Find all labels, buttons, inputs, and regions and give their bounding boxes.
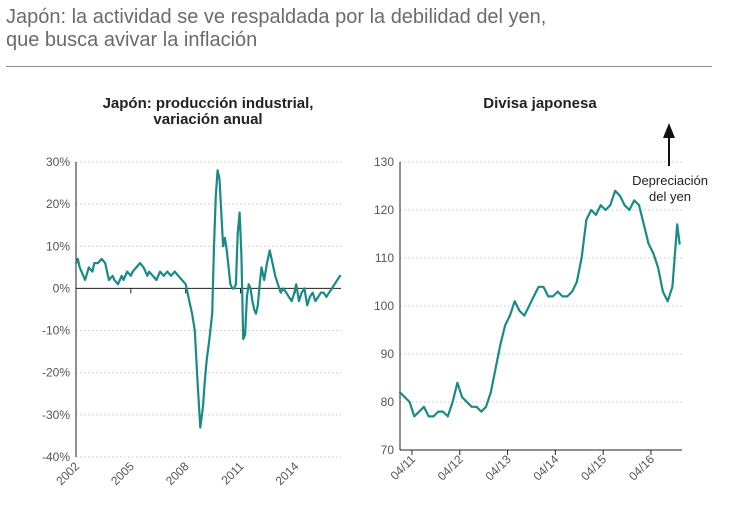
y-tick-label: 30% xyxy=(46,155,70,169)
y-tick-label: 20% xyxy=(46,197,70,211)
x-tick-label: 04/16 xyxy=(626,452,657,483)
x-tick-label: 04/13 xyxy=(483,452,514,483)
chart-1-title-line-1: Japón: producción industrial, xyxy=(103,95,314,112)
data-line-series-1 xyxy=(398,189,681,418)
y-tick-label: 80 xyxy=(381,395,395,409)
x-tick-label: 04/12 xyxy=(435,452,466,483)
figure-title-line-2: que busca avivar la inflación xyxy=(6,29,258,51)
chart-2-title-line-1: Divisa japonesa xyxy=(483,95,597,112)
depreciation-annotation-line-2: del yen xyxy=(649,189,691,204)
x-tick-label: 04/14 xyxy=(530,452,561,483)
depreciation-arrow-head xyxy=(663,123,675,138)
figure-title-line-1: Japón: la actividad se ve respaldada por… xyxy=(6,6,547,28)
y-tick-label: -10% xyxy=(42,324,70,338)
chart-1: Japón: producción industrial,variación a… xyxy=(42,95,342,488)
depreciation-annotation-line-1: Depreciación xyxy=(632,173,708,188)
y-tick-label: -30% xyxy=(42,408,70,422)
y-tick-label: 0% xyxy=(53,281,71,295)
x-tick-label: 2008 xyxy=(163,459,192,488)
y-tick-label: 10% xyxy=(46,239,70,253)
y-tick-label: -20% xyxy=(42,366,70,380)
chart-1-title-line-2: variación anual xyxy=(153,111,262,128)
x-tick-label: 2005 xyxy=(108,459,137,488)
y-tick-label: 120 xyxy=(374,203,394,217)
header-divider xyxy=(6,66,712,67)
x-tick-label: 2011 xyxy=(218,459,246,487)
figure-header: Japón: la actividad se ve respaldada por… xyxy=(6,6,712,52)
y-tick-label: 70 xyxy=(381,443,395,457)
x-tick-label: 04/15 xyxy=(578,452,609,483)
y-tick-label: 90 xyxy=(381,347,395,361)
y-tick-label: 110 xyxy=(375,251,394,265)
data-line-series-1 xyxy=(74,169,342,429)
y-tick-label: -40% xyxy=(42,450,70,464)
x-tick-label: 2014 xyxy=(273,459,302,488)
y-tick-label: 130 xyxy=(374,155,394,169)
y-tick-label: 100 xyxy=(374,299,394,313)
